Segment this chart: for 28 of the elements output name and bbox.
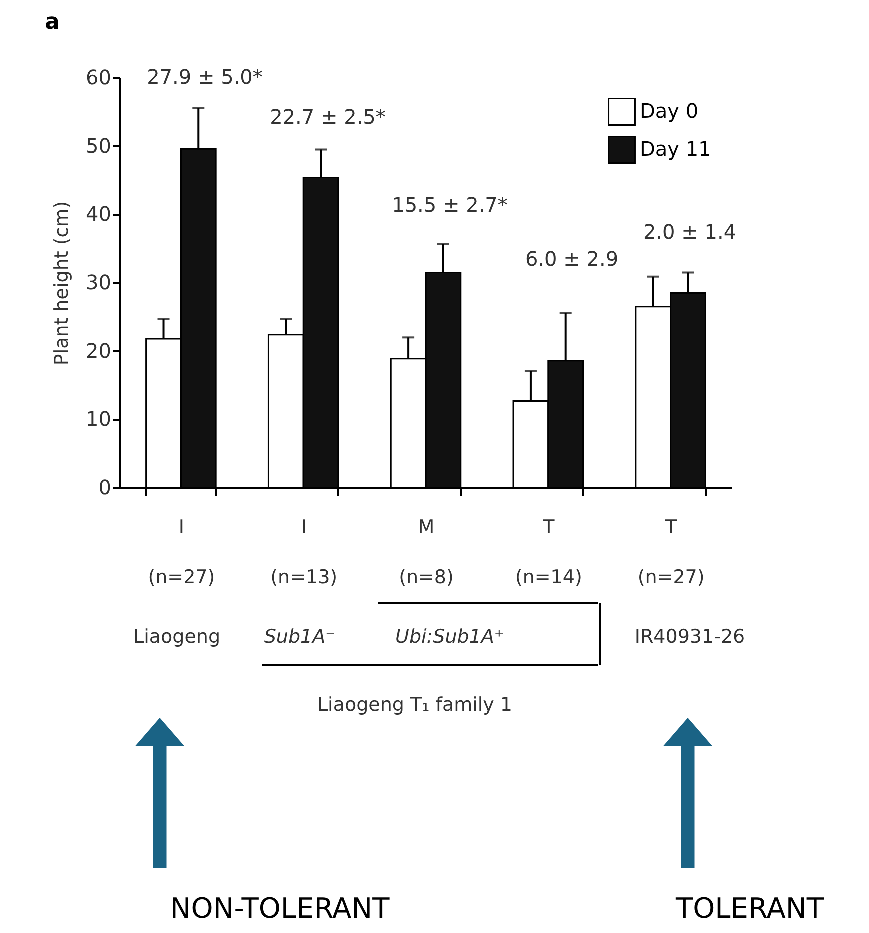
category-label: I (n=27) — [148, 516, 216, 588]
y-tick-label: 30 — [86, 270, 112, 294]
legend-label: Day 0 — [640, 99, 699, 123]
text: Liaogeng — [134, 626, 220, 648]
legend-label: Day 11 — [640, 137, 712, 161]
y-tick-label: 10 — [86, 407, 112, 432]
text: Liaogeng T₁ family 1 — [317, 694, 513, 716]
text: a — [45, 10, 60, 35]
text: Sub1A⁻ — [264, 626, 336, 648]
text: NON-TOLERANT — [170, 892, 391, 925]
text: Ubi:Sub1A⁺ — [396, 626, 504, 648]
text: IR40931-26 — [634, 626, 746, 648]
category-label: T (n=27) — [638, 516, 705, 588]
y-tick-label: 60 — [86, 66, 112, 90]
y-tick-label: 40 — [86, 202, 112, 226]
y-axis-title: Plant height (cm) — [51, 201, 74, 366]
annotation: 15.5 ± 2.7* — [392, 193, 508, 217]
annotation: 27.9 ± 5.0* — [147, 65, 263, 89]
y-tick-label: 50 — [86, 134, 112, 158]
annotation: 2.0 ± 1.4 — [643, 220, 737, 244]
category-label: M (n=8) — [399, 516, 454, 588]
category-label: T (n=14) — [515, 516, 582, 588]
y-tick-label: 0 — [98, 476, 112, 500]
annotation: 22.7 ± 2.5* — [270, 105, 386, 129]
y-tick-label: 20 — [86, 338, 112, 363]
annotation: 6.0 ± 2.9 — [525, 247, 619, 271]
category-label: I (n=13) — [270, 516, 338, 588]
text: TOLERANT — [675, 892, 825, 925]
